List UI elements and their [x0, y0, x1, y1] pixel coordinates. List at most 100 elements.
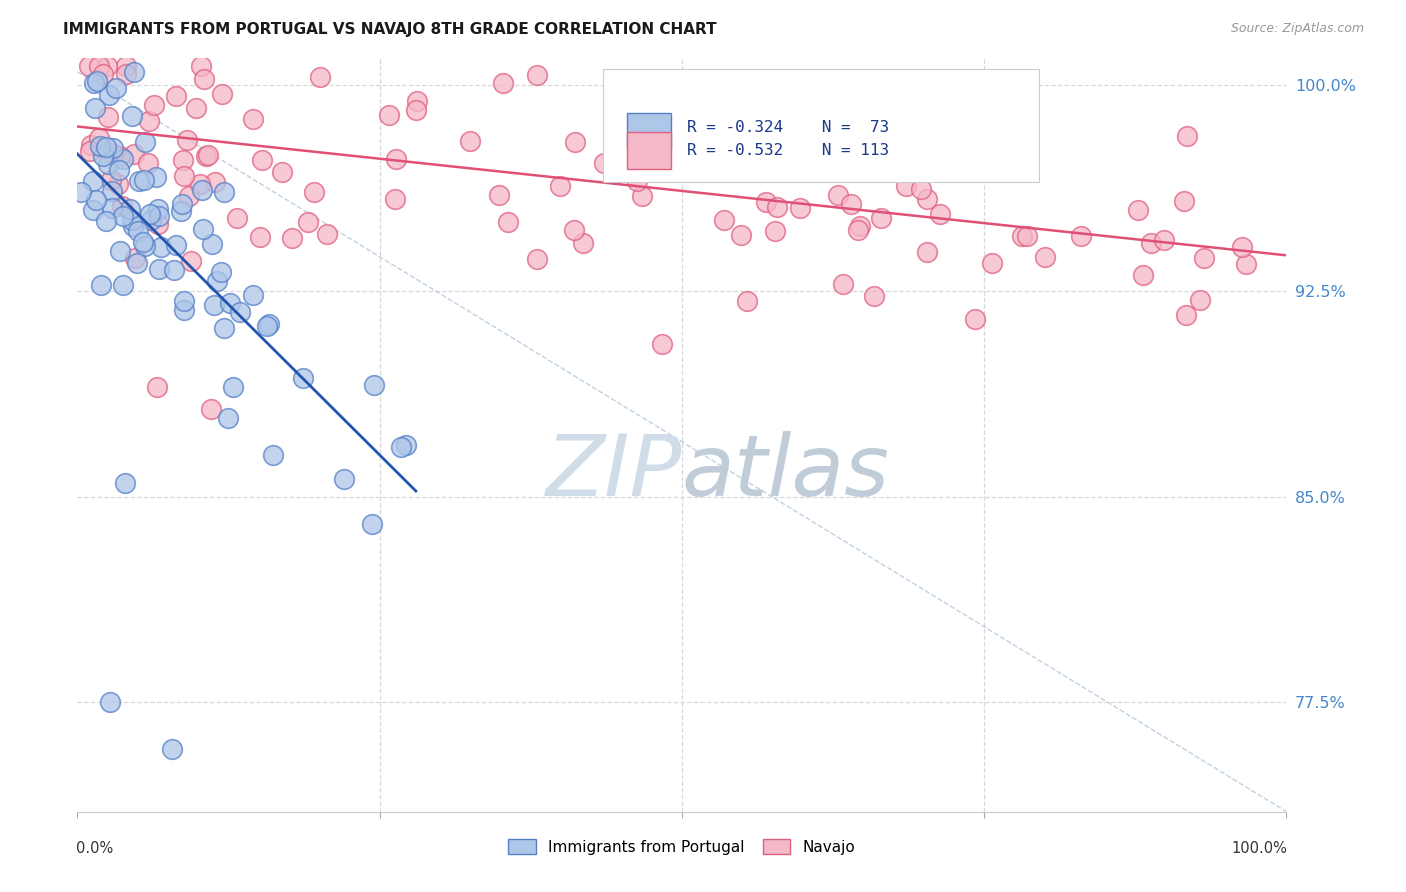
- Point: [173, 293, 195, 308]
- Point: [250, 153, 273, 167]
- Text: ZIP: ZIP: [546, 431, 682, 514]
- Point: [378, 108, 401, 122]
- Point: [139, 207, 162, 221]
- Point: [180, 254, 202, 268]
- Point: [205, 274, 228, 288]
- Point: [111, 278, 134, 293]
- Point: [111, 199, 134, 213]
- Point: [165, 237, 187, 252]
- Point: [176, 133, 198, 147]
- Point: [1175, 129, 1198, 144]
- Point: [163, 263, 186, 277]
- Point: [80, 137, 103, 152]
- Point: [91, 149, 114, 163]
- Point: [134, 238, 156, 252]
- Text: 0.0%: 0.0%: [76, 841, 114, 856]
- Text: R = -0.324    N =  73: R = -0.324 N = 73: [686, 120, 889, 136]
- Point: [86, 73, 108, 87]
- Point: [82, 202, 104, 217]
- Point: [212, 185, 235, 199]
- Point: [1232, 240, 1254, 254]
- Point: [1194, 252, 1216, 266]
- Point: [149, 240, 172, 254]
- Point: [256, 318, 278, 333]
- Point: [193, 71, 215, 86]
- Point: [132, 173, 155, 187]
- Point: [172, 153, 194, 168]
- Point: [122, 147, 145, 161]
- Point: [928, 207, 950, 221]
- Point: [108, 244, 131, 259]
- Point: [141, 212, 163, 227]
- Point: [571, 236, 593, 251]
- Point: [148, 261, 170, 276]
- Point: [631, 189, 654, 203]
- Point: [1011, 229, 1033, 244]
- Point: [870, 211, 893, 225]
- Point: [606, 153, 628, 168]
- Point: [624, 99, 647, 113]
- Point: [107, 177, 129, 191]
- Point: [626, 128, 648, 143]
- Point: [963, 312, 986, 326]
- Point: [84, 101, 107, 115]
- Point: [87, 130, 110, 145]
- FancyBboxPatch shape: [627, 112, 671, 149]
- Point: [170, 203, 193, 218]
- Point: [127, 224, 149, 238]
- Point: [79, 144, 101, 158]
- Point: [562, 222, 585, 236]
- Point: [297, 215, 319, 229]
- Point: [125, 256, 148, 270]
- Point: [309, 70, 332, 85]
- Point: [496, 215, 519, 229]
- Point: [405, 103, 427, 117]
- Point: [108, 162, 131, 177]
- Point: [550, 179, 572, 194]
- Point: [128, 174, 150, 188]
- Point: [148, 209, 170, 223]
- Point: [104, 80, 127, 95]
- Point: [200, 401, 222, 416]
- Point: [190, 59, 212, 73]
- Point: [101, 184, 124, 198]
- Point: [363, 377, 385, 392]
- Point: [115, 59, 138, 73]
- Point: [651, 337, 673, 351]
- Point: [654, 149, 676, 163]
- Text: IMMIGRANTS FROM PORTUGAL VS NAVAJO 8TH GRADE CORRELATION CHART: IMMIGRANTS FROM PORTUGAL VS NAVAJO 8TH G…: [63, 22, 717, 37]
- Point: [526, 252, 548, 266]
- Point: [83, 76, 105, 90]
- Point: [101, 141, 124, 155]
- Point: [1132, 268, 1154, 282]
- Point: [173, 169, 195, 183]
- Point: [730, 227, 752, 242]
- Point: [132, 235, 155, 249]
- Point: [917, 192, 939, 206]
- Point: [222, 379, 245, 393]
- Point: [84, 194, 107, 208]
- Point: [172, 197, 194, 211]
- Point: [219, 296, 242, 310]
- Point: [610, 146, 633, 161]
- Point: [1140, 235, 1163, 250]
- Point: [209, 265, 232, 279]
- Point: [1126, 203, 1149, 218]
- Point: [108, 149, 131, 163]
- Point: [713, 213, 735, 227]
- Point: [249, 230, 271, 244]
- Point: [89, 139, 111, 153]
- Point: [229, 304, 252, 318]
- Point: [735, 293, 758, 308]
- Point: [1153, 233, 1175, 247]
- Point: [839, 196, 862, 211]
- Point: [77, 59, 100, 73]
- Point: [98, 695, 121, 709]
- Point: [242, 112, 264, 127]
- Point: [1070, 229, 1092, 244]
- Point: [755, 194, 778, 209]
- Point: [981, 255, 1004, 269]
- Point: [193, 222, 215, 236]
- Point: [1236, 257, 1258, 271]
- Point: [191, 183, 214, 197]
